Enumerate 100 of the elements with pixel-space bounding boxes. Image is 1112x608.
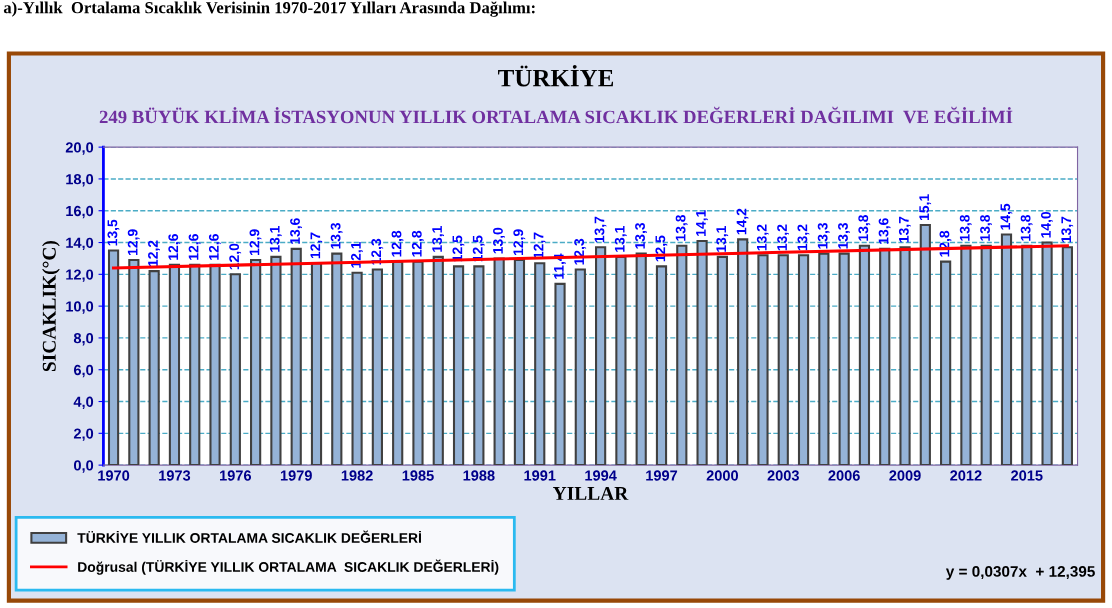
x-tick-label: 1991 xyxy=(524,470,556,481)
y-tick-label: 16,0 xyxy=(66,205,94,219)
bar xyxy=(655,265,668,466)
y-tick-label: 2,0 xyxy=(73,428,94,441)
bar xyxy=(1000,233,1013,466)
legend-label: Doğrusal (TÜRKİYE YILLIK ORTALAMA SICAKLIK DEĞERLERİ) xyxy=(78,559,499,575)
x-tick-label: 1973 xyxy=(159,470,191,481)
bar xyxy=(270,255,282,466)
bar xyxy=(554,282,566,466)
bar xyxy=(392,260,404,466)
y-tick-label: 14,0 xyxy=(66,237,94,251)
data-label: 14,5 xyxy=(1000,203,1013,230)
y-tick-label: 18,0 xyxy=(66,174,94,187)
bar xyxy=(351,271,363,466)
data-label: 13,2 xyxy=(777,224,790,251)
data-label: 13,8 xyxy=(675,214,688,241)
bar xyxy=(696,239,708,466)
bar xyxy=(716,255,728,466)
y-tick-label: 4,0 xyxy=(73,396,94,410)
x-tick-label: 2012 xyxy=(950,470,982,481)
data-label: 14,0 xyxy=(1040,211,1053,238)
bar xyxy=(858,244,871,466)
y-tick-label: 8,0 xyxy=(73,333,94,346)
data-label: 13,8 xyxy=(1020,214,1033,241)
bar xyxy=(615,255,627,466)
data-label: 13,8 xyxy=(980,214,992,241)
data-label: 13,6 xyxy=(290,218,302,244)
data-label: 13,1 xyxy=(716,226,729,252)
bar xyxy=(818,252,830,466)
bar xyxy=(534,262,546,466)
data-label: 12,9 xyxy=(249,229,262,255)
bar xyxy=(1041,241,1053,466)
bar xyxy=(676,244,688,466)
data-label: 12,7 xyxy=(533,232,546,259)
data-label: 13,6 xyxy=(878,218,891,244)
bar xyxy=(1061,246,1073,466)
bar xyxy=(229,273,241,466)
x-tick-label: 1979 xyxy=(280,470,312,481)
bar xyxy=(595,246,607,466)
data-label: 14,1 xyxy=(696,210,708,236)
bar xyxy=(128,258,140,466)
x-tick-label: 2015 xyxy=(1011,470,1043,481)
bar xyxy=(940,260,952,466)
bar xyxy=(331,252,343,466)
bar xyxy=(290,247,302,466)
bar xyxy=(635,252,647,466)
data-label: 13,3 xyxy=(817,222,830,249)
data-label: 15,1 xyxy=(919,194,932,220)
data-label: 13,1 xyxy=(614,226,627,252)
data-label: 12,9 xyxy=(127,229,140,255)
data-label: 13,3 xyxy=(838,222,850,249)
data-label: 13,1 xyxy=(269,226,282,252)
bar xyxy=(757,254,769,466)
bar xyxy=(473,265,485,466)
x-tick-label: 1988 xyxy=(463,470,495,481)
data-label: 13,1 xyxy=(432,226,445,252)
x-tick-label: 2009 xyxy=(889,470,921,481)
bar xyxy=(980,244,992,466)
bar xyxy=(148,270,160,466)
x-axis-title: YILLAR xyxy=(553,487,629,500)
data-label: 13,3 xyxy=(330,222,343,249)
y-tick-label: 0,0 xyxy=(74,460,94,473)
data-label: 13,5 xyxy=(107,219,120,246)
legend-label: TÜRKİYE YILLIK ORTALAMA SICAKLIK DEĞERLERİ xyxy=(77,530,421,543)
bar xyxy=(737,238,749,466)
bar xyxy=(960,244,972,466)
bar xyxy=(310,262,323,466)
text: y = 0,0307x + 12,395 xyxy=(945,566,1095,580)
data-label: 13,2 xyxy=(797,224,810,251)
data-label: 12,6 xyxy=(208,234,221,260)
data-label: 13,7 xyxy=(1061,216,1074,243)
data-label: 12,5 xyxy=(655,235,668,262)
bar xyxy=(574,268,586,466)
x-tick-label: 1976 xyxy=(220,470,252,481)
y-axis-title: SICAKLIK(°C) xyxy=(42,240,60,372)
data-label: 12,9 xyxy=(513,229,526,255)
y-tick-label: 12,0 xyxy=(66,269,94,282)
data-label: 13,7 xyxy=(898,216,911,243)
y-tick-label: 20,0 xyxy=(65,142,94,155)
bar xyxy=(513,258,526,466)
chart-title: TÜRKİYE xyxy=(498,64,614,87)
data-label: 12,6 xyxy=(188,234,201,260)
bar xyxy=(777,254,789,466)
data-label: 13,8 xyxy=(858,214,871,241)
data-label: 12,8 xyxy=(391,230,404,257)
data-label: 13,7 xyxy=(594,216,607,243)
data-label: 13,8 xyxy=(959,214,972,241)
data-label: 13,3 xyxy=(635,222,647,249)
bar xyxy=(250,258,262,466)
bar xyxy=(412,260,424,466)
x-tick-label: 1997 xyxy=(646,470,678,481)
x-tick-label: 1982 xyxy=(341,470,373,481)
x-tick-label: 2003 xyxy=(767,470,799,481)
bar xyxy=(432,255,444,466)
bar xyxy=(899,246,911,466)
data-label: 12,8 xyxy=(411,230,424,257)
bar xyxy=(879,247,891,466)
data-label: 12,1 xyxy=(350,241,363,268)
data-label: 13,2 xyxy=(756,224,769,251)
bar xyxy=(838,252,850,466)
